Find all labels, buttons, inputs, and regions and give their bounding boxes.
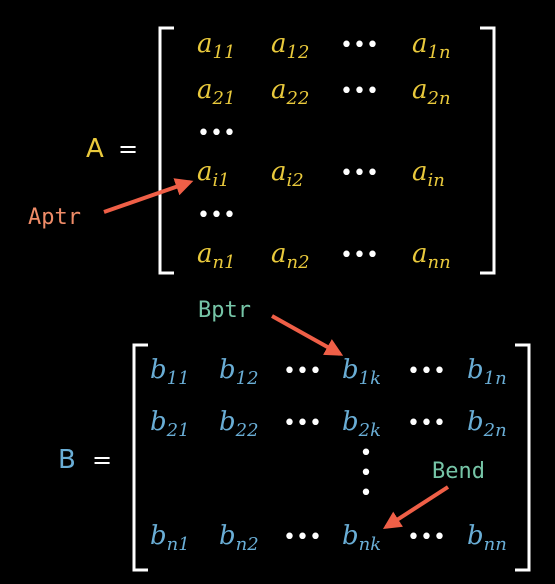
matrix-a-entry-r4-c1: ai1 [197, 157, 230, 191]
matrix-a-cells: a11 a12 ••• a1n a21 a22 ••• a2n ••• ai1 ai2 ••• ain •… [197, 29, 451, 273]
matrix-a-entry-r3-c1-dots: ••• [197, 121, 236, 146]
matrix-b-name: B [58, 445, 76, 475]
bptr-label: Bptr [198, 298, 251, 323]
bend-label: Bend [432, 459, 485, 484]
matrix-a-entry-r2-c1: a21 [197, 75, 235, 109]
matrix-a-entry-r5-c1-dots: ••• [197, 203, 236, 228]
matrix-a-entry-r4-c4: ain [412, 157, 445, 191]
matrix-a-entry-r6-c2: an2 [271, 239, 310, 273]
matrix-a-name: A [86, 134, 104, 164]
matrix-b-entry-r2-c1: b21 [150, 407, 190, 441]
matrix-b-entry-r4-c6: bnn [467, 521, 507, 555]
matrix-b-entry-r1-c4: b1k [342, 355, 381, 389]
aptr-arrow [103, 178, 194, 214]
matrix-b-entry-r3-c1-vdot-1: • [360, 441, 373, 466]
matrix-b-entry-r1-c2: b12 [219, 355, 259, 389]
matrix-a-entry-r6-c3-dots: ••• [340, 243, 379, 268]
matrix-a-entry-r1-c2: a12 [271, 29, 309, 63]
matrix-b-entry-r1-c6: b1n [467, 355, 507, 389]
matrix-a-entry-r2-c4: a2n [412, 75, 451, 109]
matrix-b-entry-r4-c2: bn2 [219, 521, 259, 555]
matrix-a-entry-r1-c1: a11 [197, 29, 235, 63]
matrix-b-entry-r1-c5-dots: ••• [407, 359, 446, 384]
matrix-b-entry-r2-c4: b2k [342, 407, 381, 441]
bptr-arrow [271, 314, 344, 356]
matrix-b-entry-r4-c1: bn1 [150, 521, 190, 555]
matrix-b-entry-r4-c4: bnk [342, 521, 381, 555]
matrix-a-right-bracket [480, 26, 496, 275]
matrix-b-entry-r2-c5-dots: ••• [407, 411, 446, 436]
matrix-b-label: B = [58, 445, 112, 475]
matrix-a-entry-r6-c4: ann [412, 239, 451, 273]
matrix-a-entry-r1-c4: a1n [412, 29, 451, 63]
matrix-b-entry-r2-c6: b2n [467, 407, 507, 441]
matrix-b-entry-r4-c5-dots: ••• [407, 525, 446, 550]
matrix-b-entry-r4-c3-dots: ••• [283, 525, 322, 550]
matrix-b-entry-r2-c3-dots: ••• [283, 411, 322, 436]
matrix-b-entry-r3-c1-vdot-3: • [360, 481, 373, 506]
matrix-b-equals: = [92, 446, 112, 474]
aptr-label: Aptr [28, 205, 81, 230]
matrix-b-entry-r1-c1: b11 [150, 355, 190, 389]
matrix-b-left-bracket [132, 343, 148, 572]
matrix-a-entry-r2-c2: a22 [271, 75, 309, 109]
matrix-b-entry-r3-c1-vdot-2: • [360, 461, 373, 486]
matrix-b-right-bracket [515, 343, 531, 572]
matrix-a-left-bracket [158, 26, 174, 275]
matrix-a-entry-r6-c1: an1 [197, 239, 236, 273]
bend-arrow [382, 485, 450, 529]
matrix-b-entry-r1-c3-dots: ••• [283, 359, 322, 384]
matrix-a-entry-r4-c3-dots: ••• [340, 161, 379, 186]
matrix-a-entry-r1-c3-dots: ••• [340, 33, 379, 58]
matrix-a-label: A = [86, 134, 138, 164]
matrix-a-equals: = [118, 135, 138, 163]
matrix-a-entry-r4-c2: ai2 [271, 157, 304, 191]
matrix-b-entry-r2-c2: b22 [219, 407, 259, 441]
matrix-a-entry-r2-c3-dots: ••• [340, 79, 379, 104]
